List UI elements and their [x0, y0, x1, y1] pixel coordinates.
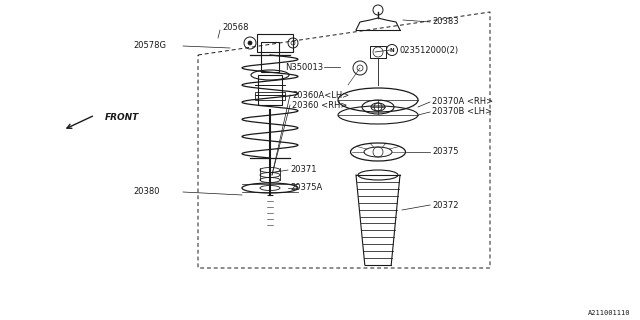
Text: 20375: 20375 [432, 148, 458, 156]
Text: 20371: 20371 [290, 165, 317, 174]
Text: 20372: 20372 [432, 201, 458, 210]
Text: 20578G: 20578G [133, 42, 166, 51]
Text: A211001110: A211001110 [588, 310, 630, 316]
Text: 20360A<LH>: 20360A<LH> [292, 91, 349, 100]
Bar [258, 75, 282, 105]
Text: N350013: N350013 [285, 62, 323, 71]
Text: N: N [390, 47, 394, 52]
Text: 20380: 20380 [133, 188, 159, 196]
Bar [261, 42, 279, 72]
Text: 20375A: 20375A [290, 183, 323, 193]
Bar [255, 92, 285, 100]
Circle shape [248, 41, 252, 45]
Text: 20360 <RH>: 20360 <RH> [292, 100, 348, 109]
Text: 20383: 20383 [432, 18, 459, 27]
Text: 20370A <RH>: 20370A <RH> [432, 98, 493, 107]
Text: 20370B <LH>: 20370B <LH> [432, 108, 492, 116]
Text: FRONT: FRONT [105, 114, 140, 123]
Text: 20568: 20568 [222, 23, 248, 33]
Text: 023512000(2): 023512000(2) [399, 45, 458, 54]
Bar [370, 46, 386, 58]
Bar [257, 34, 293, 52]
